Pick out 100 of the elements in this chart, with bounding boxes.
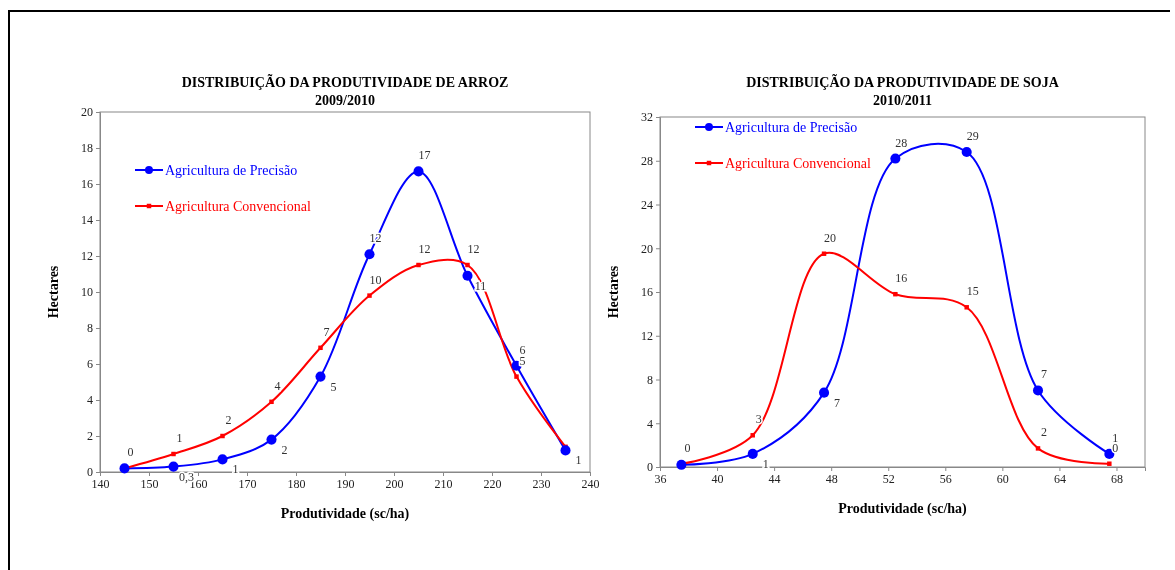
x-tick-label: 68 — [1110, 471, 1123, 486]
point — [220, 433, 225, 439]
x-tick-label: 44 — [768, 471, 781, 486]
x-tick-label: 60 — [996, 471, 1009, 486]
data-label: 4 — [274, 378, 281, 393]
y-tick-label: 0 — [87, 465, 93, 480]
point — [266, 434, 277, 445]
y-tick-label: 4 — [647, 416, 653, 431]
point — [747, 448, 758, 459]
data-label: 3 — [755, 412, 762, 427]
data-label: 17 — [418, 148, 431, 163]
y-tick-label: 0 — [647, 460, 653, 475]
data-label: 12 — [467, 242, 480, 256]
y-axis-title: Hectares — [606, 265, 621, 319]
data-label: 5 — [330, 379, 337, 394]
y-tick-label: 10 — [81, 285, 93, 300]
y-tick-label: 16 — [641, 285, 653, 300]
y-tick-label: 12 — [81, 249, 93, 264]
y-tick-label: 20 — [641, 241, 653, 256]
y-axis-title: Hectares — [46, 265, 61, 319]
x-tick-label: 150 — [140, 476, 159, 491]
x-tick-label: 52 — [882, 471, 895, 486]
point — [462, 270, 473, 281]
point — [269, 399, 274, 405]
data-label: 1 — [176, 431, 183, 445]
x-tick-label: 220 — [483, 476, 502, 491]
y-tick-label: 14 — [81, 213, 93, 228]
x-tick-label: 210 — [434, 476, 453, 491]
y-tick-label: 4 — [87, 393, 93, 408]
x-tick-label: 40 — [711, 471, 724, 486]
point — [890, 153, 901, 164]
y-tick-label: 18 — [81, 141, 93, 156]
point — [1032, 385, 1044, 396]
data-label: 1 — [762, 456, 769, 471]
x-tick-label: 48 — [825, 471, 838, 486]
chart-title: DISTRIBUIÇÃO DA PRODUTIVIDADE DE SOJA — [746, 73, 1060, 90]
chart-subtitle: 2009/2010 — [315, 93, 375, 108]
data-label: 2 — [225, 413, 232, 427]
point — [676, 459, 687, 470]
data-label: 0 — [684, 440, 691, 455]
y-tick-label: 32 — [641, 110, 653, 125]
data-label: 10 — [369, 272, 382, 287]
point — [1035, 446, 1041, 451]
legend-label: Agricultura de Precisão — [725, 119, 858, 135]
point — [819, 387, 830, 398]
x-tick-label: 56 — [939, 471, 952, 486]
point — [171, 451, 176, 457]
x-tick-label: 190 — [336, 476, 355, 491]
x-tick-label: 140 — [91, 476, 110, 491]
data-label: 28 — [895, 135, 908, 150]
data-label: 2 — [1041, 425, 1048, 440]
point — [560, 445, 571, 456]
data-label: 12 — [418, 242, 431, 256]
data-label: 0 — [127, 445, 134, 460]
point — [514, 374, 519, 379]
x-tick-label: 230 — [532, 476, 551, 491]
point — [318, 345, 323, 351]
y-tick-label: 6 — [87, 357, 93, 372]
data-label: 29 — [966, 129, 979, 143]
point — [416, 262, 421, 268]
data-label: 15 — [966, 284, 979, 299]
data-label: 1 — [575, 453, 582, 468]
legend-label: Agricultura Convencional — [725, 155, 871, 171]
x-tick-label: 180 — [287, 476, 306, 491]
point — [413, 166, 424, 177]
y-tick-label: 2 — [87, 429, 93, 444]
point — [893, 291, 898, 297]
point — [364, 249, 375, 260]
x-tick-label: 200 — [385, 476, 404, 491]
legend-label: Agricultura Convencional — [165, 198, 311, 214]
point — [821, 251, 827, 256]
point — [964, 305, 969, 310]
x-axis-title: Produtividade (sc/ha) — [280, 506, 410, 522]
y-tick-label: 24 — [641, 197, 653, 212]
point — [750, 433, 755, 438]
data-label: 2 — [281, 442, 288, 457]
x-tick-label: 64 — [1053, 471, 1066, 486]
x-tick-label: 36 — [654, 471, 667, 486]
y-tick-label: 16 — [81, 177, 93, 192]
point — [465, 262, 470, 268]
data-label: 7 — [1041, 367, 1048, 382]
y-tick-label: 8 — [647, 372, 653, 387]
x-tick-label: 170 — [238, 476, 257, 491]
data-label: 7 — [834, 395, 841, 410]
chart-subtitle: 2010/2011 — [872, 93, 933, 108]
data-label: 7 — [323, 324, 330, 339]
y-tick-label: 20 — [81, 105, 93, 120]
y-tick-label: 12 — [641, 329, 653, 344]
point — [961, 146, 972, 158]
chart-title: DISTRIBUIÇÃO DA PRODUTIVIDADE DE ARROZ — [181, 73, 509, 90]
point — [168, 461, 179, 472]
data-label: 20 — [824, 230, 837, 245]
point — [217, 454, 228, 465]
data-label: 16 — [895, 271, 908, 286]
data-label: 1 — [232, 462, 239, 477]
x-tick-label: 240 — [581, 476, 600, 491]
y-tick-label: 28 — [641, 154, 653, 169]
data-label: 1 — [1112, 430, 1119, 445]
legend-label: Agricultura de Precisão — [165, 162, 298, 178]
point — [315, 371, 326, 382]
